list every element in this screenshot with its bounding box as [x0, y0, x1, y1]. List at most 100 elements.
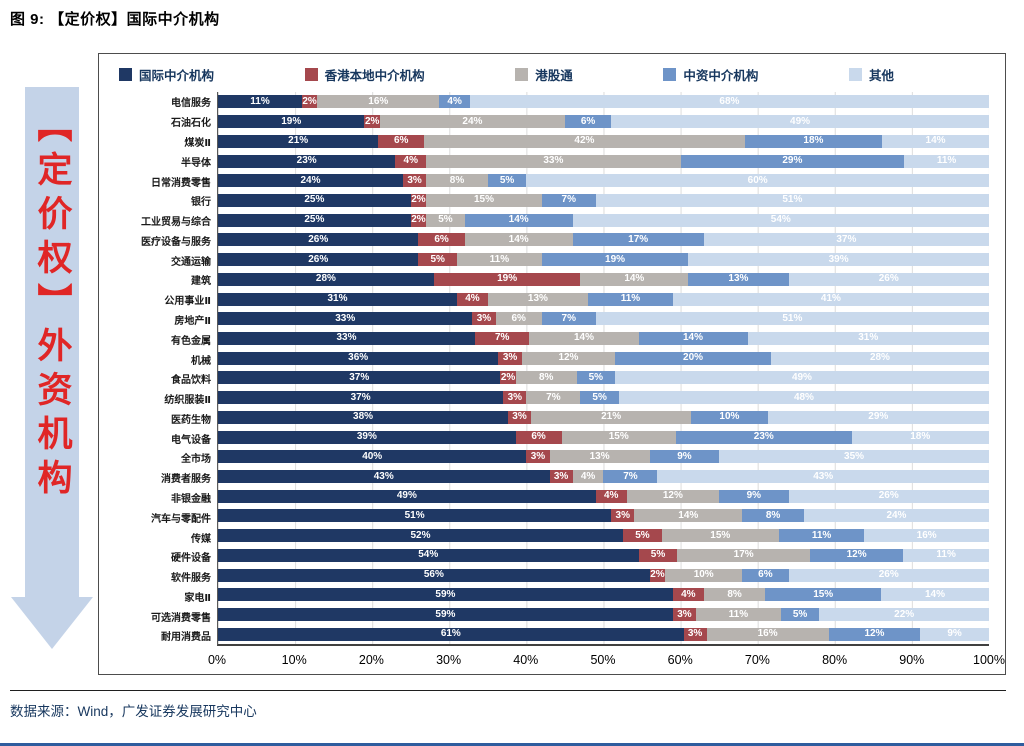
category-label: 交通运输 [171, 256, 211, 268]
category-label: 非银金融 [171, 494, 211, 506]
bar-segment: 4% [572, 470, 604, 484]
category-label: 煤炭Ⅱ [184, 137, 211, 149]
bar-segment: 51% [218, 509, 612, 523]
x-tick-label: 20% [358, 653, 384, 667]
bar-segment: 9% [920, 627, 989, 641]
bar-segment: 14% [464, 213, 573, 227]
bar-segment: 23% [218, 154, 396, 168]
bar-segment: 13% [549, 450, 650, 464]
bar-segment: 2% [500, 371, 516, 385]
category-label: 纺织服装Ⅱ [164, 395, 211, 407]
bar-segment: 5% [418, 253, 457, 267]
stacked-bar: 54% 5% 17% 12% 11% [218, 548, 989, 562]
bar-segment: 21% [218, 134, 379, 148]
stacked-bar: 11% 2% 16% 4% 68% [218, 95, 989, 109]
category-label: 软件服务 [171, 573, 211, 585]
bar-segment: 39% [688, 253, 989, 267]
bar-segment: 4% [457, 292, 488, 306]
bar-segment: 17% [572, 233, 704, 247]
bar-row: 52% 5% 15% 11% 16% [218, 526, 989, 546]
bar-segment: 8% [426, 174, 488, 188]
bar-segment: 37% [218, 391, 504, 405]
category-label: 医疗设备与服务 [141, 236, 211, 248]
bar-segment: 43% [218, 470, 550, 484]
bar-segment: 19% [433, 272, 581, 286]
down-arrow-shaft [25, 87, 79, 597]
bar-segment: 7% [603, 470, 658, 484]
category-label: 汽车与零配件 [151, 513, 211, 525]
bar-segment: 3% [672, 608, 696, 622]
category-label: 房地产Ⅱ [174, 315, 211, 327]
category-label: 机械 [191, 355, 211, 367]
bar-segment: 12% [626, 489, 720, 503]
x-axis: 0% 10% 20% 30% 40% 50% 60% 70% 80% 90% 100% [208, 646, 1005, 670]
bar-segment: 26% [218, 253, 419, 267]
bar-segment: 37% [703, 233, 989, 247]
bar-segment: 3% [526, 450, 550, 464]
chart-main: 电信服务 石油石化 煤炭Ⅱ 半导体 日常消费零售 银行 工业贸易与综合 医疗设备与服务 交通运输… [107, 92, 989, 646]
category-label: 电信服务 [171, 98, 211, 110]
bar-segment: 26% [218, 233, 419, 247]
bar-segment: 6% [515, 430, 562, 444]
bar-segment: 6% [495, 312, 542, 326]
bar-segment: 59% [218, 588, 673, 602]
category-label: 硬件设备 [171, 553, 211, 565]
category-label: 半导体 [181, 157, 211, 169]
category-label: 有色金属 [171, 335, 211, 347]
bar-row: 36% 3% 12% 20% 28% [218, 348, 989, 368]
bar-segment: 21% [530, 410, 692, 424]
stacked-bar: 19% 2% 24% 6% 49% [218, 115, 989, 129]
bar-segment: 15% [765, 588, 882, 602]
legend-item: 其他 [848, 65, 894, 84]
category-label: 耐用消费品 [161, 632, 211, 644]
bar-segment: 5% [780, 608, 820, 622]
category-label: 家电Ⅱ [184, 592, 211, 604]
bar-row: 40% 3% 13% 9% 35% [218, 447, 989, 467]
category-label: 工业贸易与综合 [141, 217, 211, 229]
bar-segment: 56% [218, 568, 650, 582]
bar-segment: 10% [665, 568, 743, 582]
stacked-bar: 25% 2% 15% 7% 51% [218, 193, 989, 207]
bar-segment: 3% [611, 509, 635, 523]
stacked-bar: 59% 3% 11% 5% 22% [218, 608, 989, 622]
bar-segment: 3% [403, 174, 427, 188]
x-tick-label: 70% [744, 653, 770, 667]
bar-segment: 6% [418, 233, 465, 247]
bar-segment: 6% [378, 134, 425, 148]
bar-segment: 24% [218, 174, 404, 188]
legend-item: 国际中介机构 [119, 65, 214, 84]
x-tick-label: 100% [973, 653, 1005, 667]
bar-segment: 11% [778, 529, 865, 543]
bar-segment: 17% [677, 548, 810, 562]
stacked-bar: 21% 6% 42% 18% 14% [218, 134, 989, 148]
bar-segment: 14% [881, 588, 989, 602]
legend-label: 中资中介机构 [683, 69, 759, 83]
bar-segment: 3% [683, 627, 707, 641]
bar-segment: 6% [742, 568, 789, 582]
bar-segment: 49% [614, 371, 989, 385]
bar-segment: 42% [424, 134, 745, 148]
bar-segment: 8% [742, 509, 804, 523]
bar-segment: 28% [770, 351, 989, 365]
footer: 数据来源：Wind，广发证券发展研究中心 [10, 690, 1006, 720]
bar-row: 49% 4% 12% 9% 26% [218, 486, 989, 506]
bar-segment: 16% [706, 627, 829, 641]
bar-segment: 2% [301, 95, 318, 109]
stacked-bar: 51% 3% 14% 8% 24% [218, 509, 989, 523]
bar-segment: 9% [719, 489, 789, 503]
bar-segment: 49% [611, 115, 989, 129]
bar-segment: 40% [218, 450, 527, 464]
x-tick-label: 0% [207, 653, 227, 667]
bar-segment: 11% [588, 292, 673, 306]
bar-segment: 3% [503, 391, 527, 405]
bar-segment: 5% [638, 548, 678, 562]
stacked-bar: 36% 3% 12% 20% 28% [218, 351, 989, 365]
stacked-bar: 23% 4% 33% 29% 11% [218, 154, 989, 168]
x-tick-label: 80% [822, 653, 848, 667]
down-arrow [11, 87, 93, 649]
bar-segment: 25% [218, 213, 411, 227]
figure-title: 图 9: 【定价权】国际中介机构 [10, 11, 220, 28]
bar-segment: 12% [828, 627, 921, 641]
bar-segment: 13% [487, 292, 589, 306]
bar-row: 43% 3% 4% 7% 43% [218, 467, 989, 487]
